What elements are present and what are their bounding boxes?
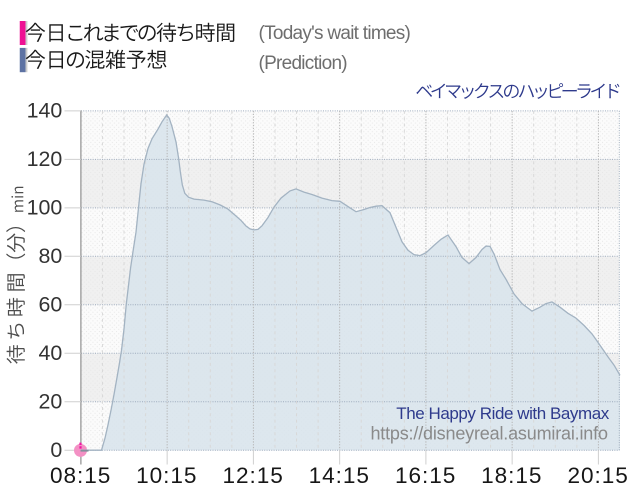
svg-text:100: 100 <box>27 195 63 219</box>
svg-text:140: 140 <box>27 99 63 123</box>
svg-text:12:15: 12:15 <box>222 463 283 488</box>
svg-text:20:15: 20:15 <box>567 463 628 488</box>
svg-text:https://disneyreal.asumirai.in: https://disneyreal.asumirai.info <box>370 423 608 443</box>
svg-text:18:15: 18:15 <box>481 463 542 488</box>
svg-text:16:15: 16:15 <box>395 463 456 488</box>
svg-text:(Today's wait times): (Today's wait times) <box>259 23 411 44</box>
svg-text:20: 20 <box>39 389 63 413</box>
svg-text:60: 60 <box>39 292 63 316</box>
svg-text:(Prediction): (Prediction) <box>259 53 348 74</box>
svg-text:The Happy Ride with Baymax: The Happy Ride with Baymax <box>396 404 609 423</box>
svg-text:40: 40 <box>39 341 63 365</box>
svg-text:10:15: 10:15 <box>136 463 197 488</box>
svg-text:14:15: 14:15 <box>309 463 370 488</box>
svg-text:0: 0 <box>50 438 62 462</box>
svg-text:80: 80 <box>39 244 63 268</box>
svg-text:08:15: 08:15 <box>50 463 111 488</box>
svg-text:120: 120 <box>27 147 63 171</box>
